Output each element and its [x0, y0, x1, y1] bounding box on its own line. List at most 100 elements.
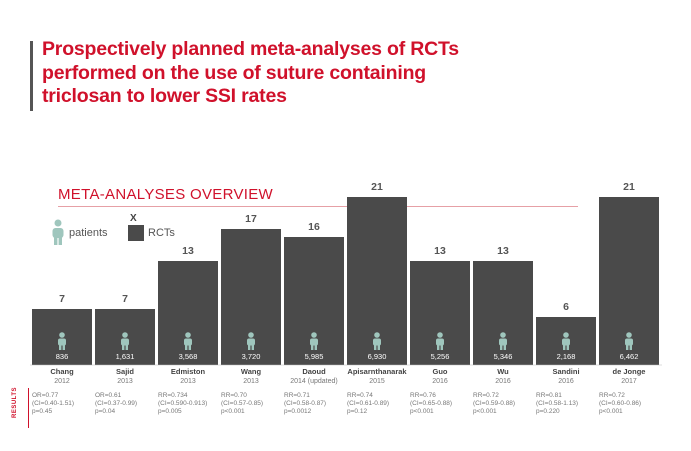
category-label: Wu: [497, 367, 509, 376]
patient-count-label: 5,985: [305, 352, 324, 361]
overview-title: META-ANALYSES OVERVIEW: [58, 186, 273, 203]
patient-icon-leg: [125, 344, 128, 350]
category-label: Chang: [50, 367, 74, 376]
overview-divider: [58, 206, 578, 207]
year-label: 2016: [558, 378, 574, 385]
bar-value-label: 13: [497, 245, 509, 257]
result-stat: RR=0.70 (CI=0.57-0.85) p<0.001: [221, 392, 264, 415]
category-label: Apisarnthanarak: [347, 367, 407, 376]
patient-icon: [185, 332, 191, 338]
patient-icon: [311, 332, 317, 338]
patient-icon-leg: [629, 344, 632, 350]
result-stat: RR=0.72 (CI=0.60-0.86) p<0.001: [599, 392, 642, 415]
patient-icon-body: [184, 338, 192, 346]
patient-icon-leg: [185, 344, 188, 350]
bar: [473, 261, 533, 365]
patient-icon-leg: [566, 344, 569, 350]
patient-icon-body: [121, 338, 129, 346]
patient-count-label: 5,256: [431, 352, 450, 361]
year-label: 2016: [495, 378, 511, 385]
bar-value-label: 13: [434, 245, 446, 257]
patient-icon: [374, 332, 380, 338]
patient-count-label: 6,930: [368, 352, 387, 361]
category-label: Sandini: [552, 367, 579, 376]
patient-count-label: 6,462: [620, 352, 639, 361]
patient-icon-leg: [122, 344, 125, 350]
bar-value-label: 21: [623, 181, 635, 193]
patient-icon: [122, 332, 128, 338]
patient-icon-body: [436, 338, 444, 346]
patient-icon-leg: [374, 344, 377, 350]
patient-icon-body: [310, 338, 318, 346]
page-title: Prospectively planned meta-analyses of R…: [42, 38, 459, 107]
legend-rcts-label: RCTs: [148, 227, 175, 239]
patient-icon-leg: [503, 344, 506, 350]
patient-icon-leg: [248, 344, 251, 350]
patient-icon-body: [58, 338, 66, 346]
category-label: Edmiston: [171, 367, 206, 376]
patient-icon-leg: [437, 344, 440, 350]
bar: [284, 237, 344, 365]
patient-icon-body: [499, 338, 507, 346]
result-stat: OR=0.61 (CI=0.37-0.99) p=0.04: [95, 392, 138, 415]
legend-rct-marker: X: [130, 213, 137, 224]
legend-rct-swatch: [128, 225, 144, 241]
bar-value-label: 7: [59, 293, 65, 305]
result-stat: OR=0.77 (CI=0.40-1.51) p=0.45: [32, 392, 75, 415]
patient-count-label: 3,568: [179, 352, 198, 361]
patient-icon: [248, 332, 254, 338]
year-label: 2013: [243, 378, 259, 385]
year-label: 2013: [180, 378, 196, 385]
bar-value-label: 7: [122, 293, 128, 305]
patient-icon-leg: [314, 344, 317, 350]
patient-count-label: 1,631: [116, 352, 135, 361]
legend-patients-label: patients: [69, 227, 108, 239]
patient-icon-body: [562, 338, 570, 346]
patient-icon-leg: [188, 344, 191, 350]
patient-icon: [437, 332, 443, 338]
patient-icon-leg: [377, 344, 380, 350]
year-label: 2016: [432, 378, 448, 385]
bar-value-label: 16: [308, 221, 320, 233]
patient-icon-leg: [563, 344, 566, 350]
category-label: Guo: [433, 367, 448, 376]
category-label: Wang: [241, 367, 262, 376]
year-label: 2013: [117, 378, 133, 385]
category-label: Daoud: [302, 367, 326, 376]
patient-icon: [500, 332, 506, 338]
patient-count-label: 5,346: [494, 352, 513, 361]
patient-icon-leg: [251, 344, 254, 350]
bar: [410, 261, 470, 365]
patient-icon-leg: [59, 344, 62, 350]
bar: [158, 261, 218, 365]
patient-icon-leg: [311, 344, 314, 350]
category-label: Sajid: [116, 367, 134, 376]
bar-value-label: 21: [371, 181, 383, 193]
patient-icon-body: [373, 338, 381, 346]
patient-icon: [52, 219, 64, 245]
bar-value-label: 13: [182, 245, 194, 257]
patient-count-label: 3,720: [242, 352, 261, 361]
patient-icon: [626, 332, 632, 338]
results-label: RESULTS: [12, 386, 18, 418]
result-stat: RR=0.81 (CI=0.58-1.13) p=0.220: [536, 392, 579, 415]
patient-icon-body: [625, 338, 633, 346]
category-label: de Jonge: [613, 367, 646, 376]
result-stat: RR=0.74 (CI=0.61-0.89) p=0.12: [347, 392, 390, 415]
result-stat: RR=0.72 (CI=0.59-0.88) p<0.001: [473, 392, 516, 415]
bar-value-label: 6: [563, 301, 569, 313]
patient-icon-leg: [62, 344, 65, 350]
result-stat: RR=0.71 (CI=0.58-0.87) p=0.0012: [284, 392, 327, 415]
year-label: 2017: [621, 378, 637, 385]
patient-icon-body: [247, 338, 255, 346]
year-label: 2015: [369, 378, 385, 385]
patient-icon: [59, 332, 65, 338]
patient-icon: [563, 332, 569, 338]
patient-count-label: 2,168: [557, 352, 576, 361]
patient-icon-leg: [440, 344, 443, 350]
year-label: 2014 (updated): [290, 378, 337, 385]
patient-icon-leg: [626, 344, 629, 350]
results-divider: [28, 388, 29, 428]
patient-icon-leg: [500, 344, 503, 350]
